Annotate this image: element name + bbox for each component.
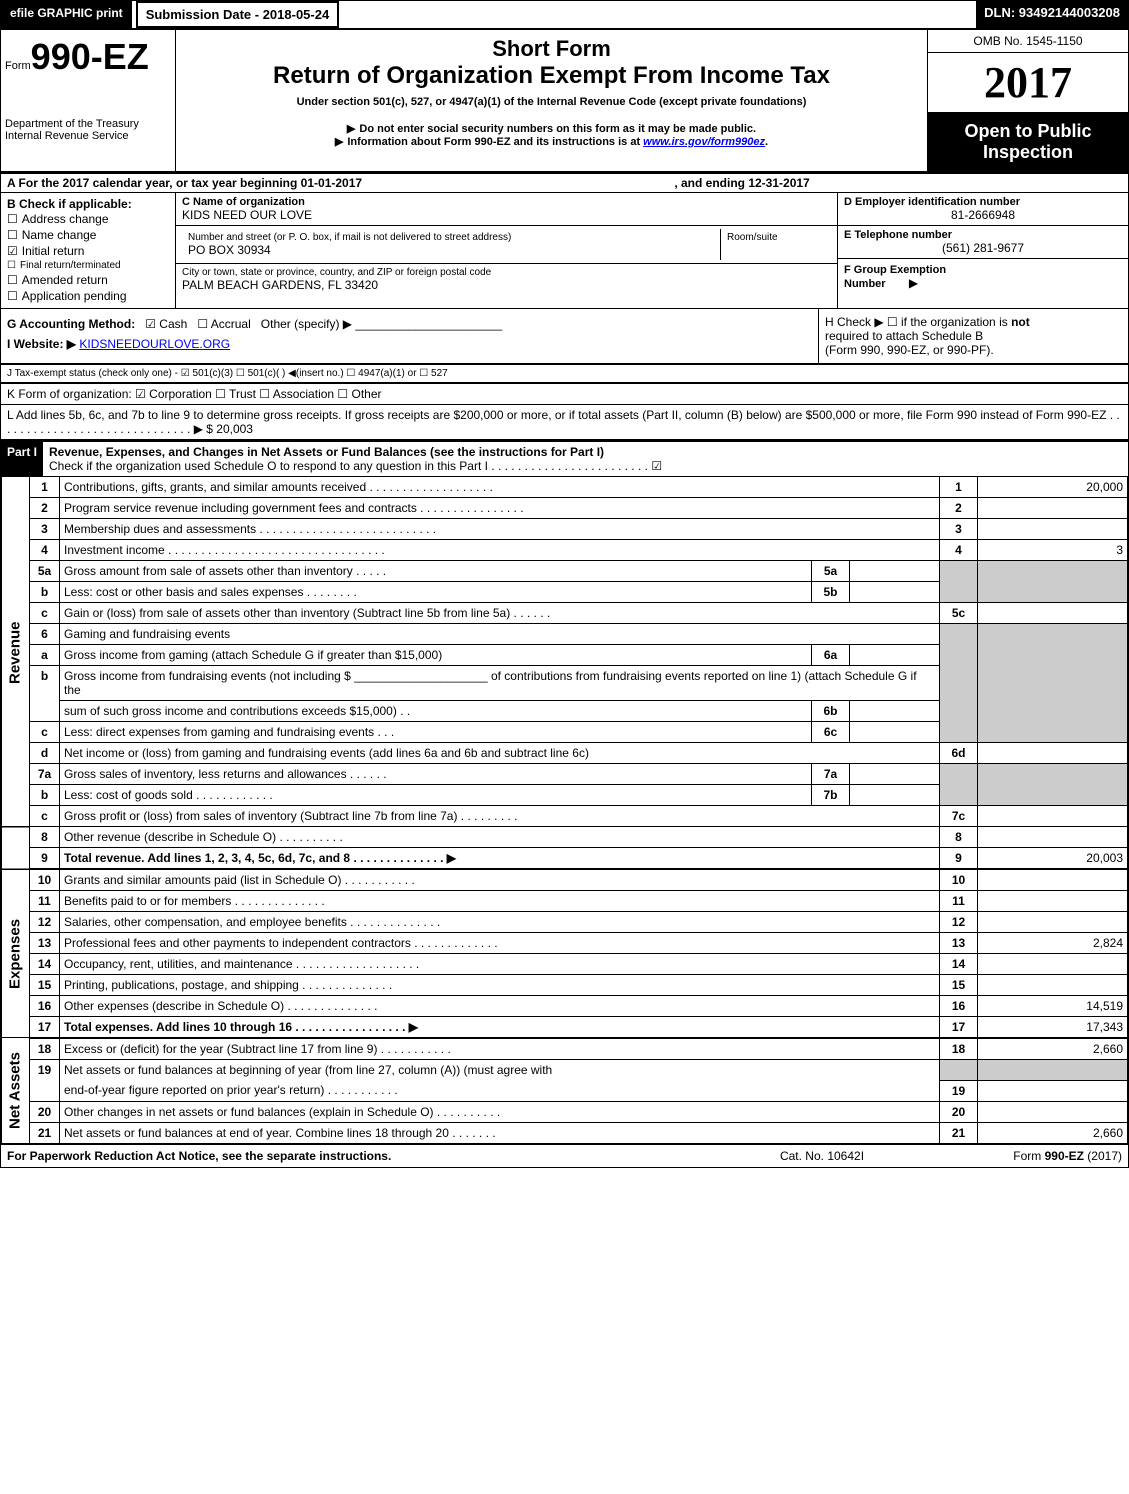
note-info-pre: Information about Form 990-EZ and its in…	[335, 136, 643, 148]
l-gross-receipts: L Add lines 5b, 6c, and 7b to line 9 to …	[1, 405, 1128, 440]
side-revenue: Revenue	[2, 477, 30, 827]
part1-header: Part I Revenue, Expenses, and Changes in…	[1, 440, 1128, 476]
e-phone-label: E Telephone number	[844, 229, 1122, 241]
footer-right: Form 990-EZ (2017)	[922, 1149, 1122, 1163]
omb-number: OMB No. 1545-1150	[928, 30, 1128, 53]
efile-print-button[interactable]: efile GRAPHIC print	[1, 1, 132, 28]
f-group-label: F Group Exemption	[844, 264, 946, 276]
section-b: B Check if applicable: Address change Na…	[1, 193, 1128, 309]
dept-line2: Internal Revenue Service	[5, 130, 171, 142]
website-link[interactable]: KIDSNEEDOURLOVE.ORG	[79, 337, 230, 351]
h-post2: (Form 990, 990-EZ, or 990-PF).	[825, 343, 994, 357]
header-left: Form990-EZ Department of the Treasury In…	[1, 30, 176, 171]
c-name-value: KIDS NEED OUR LOVE	[182, 208, 831, 222]
irs-link[interactable]: www.irs.gov/form990ez	[643, 136, 765, 148]
c-city-value: PALM BEACH GARDENS, FL 33420	[182, 278, 831, 292]
i-website: I Website: ▶ KIDSNEEDOURLOVE.ORG	[7, 337, 812, 351]
c-street-value: PO BOX 30934	[188, 243, 714, 257]
open-to-public: Open to Public Inspection	[928, 113, 1128, 171]
def-right: D Employer identification number 81-2666…	[838, 193, 1128, 308]
k-form-org: K Form of organization: ☑ Corporation ☐ …	[1, 383, 1128, 405]
d-ein-label: D Employer identification number	[844, 196, 1122, 208]
tax-year: 2017	[928, 53, 1128, 113]
form-container: efile GRAPHIC print Submission Date - 20…	[0, 0, 1129, 1168]
header-mid: Short Form Return of Organization Exempt…	[176, 30, 928, 171]
l1-text: Contributions, gifts, grants, and simila…	[60, 477, 940, 498]
chk-application-pending[interactable]: Application pending	[7, 288, 169, 304]
c-room-label: Room/suite	[727, 232, 825, 243]
title-short-form: Short Form	[186, 36, 917, 62]
f-arrow: ▶	[909, 276, 918, 290]
e-phone-value: (561) 281-9677	[844, 241, 1122, 255]
dept-line1: Department of the Treasury	[5, 118, 171, 130]
g-accounting: G Accounting Method: ☑ Cash ☐ Accrual Ot…	[1, 309, 818, 363]
open-line2: Inspection	[932, 142, 1124, 163]
f-group-row: F Group Exemption Number ▶	[838, 259, 1128, 293]
title-return: Return of Organization Exempt From Incom…	[186, 62, 917, 90]
submission-date: Submission Date - 2018-05-24	[136, 1, 340, 28]
row-a-ending: , and ending 12-31-2017	[362, 176, 1122, 190]
c-org-info: C Name of organization KIDS NEED OUR LOV…	[176, 193, 838, 308]
g-cash[interactable]: Cash	[159, 317, 187, 331]
h-check: H Check ▶ ☐ if the organization is not r…	[818, 309, 1128, 363]
chk-final-return[interactable]: Final return/terminated	[7, 259, 169, 272]
f-group-label2: Number	[844, 278, 886, 290]
chk-address-change[interactable]: Address change	[7, 211, 169, 227]
part1-label: Part I	[1, 442, 43, 476]
form-number-big: 990-EZ	[31, 36, 149, 77]
e-phone-row: E Telephone number (561) 281-9677	[838, 226, 1128, 259]
d-ein-row: D Employer identification number 81-2666…	[838, 193, 1128, 226]
part1-table: Revenue 1 Contributions, gifts, grants, …	[1, 476, 1128, 1144]
side-net-assets: Net Assets	[2, 1038, 30, 1143]
spacer	[339, 1, 976, 28]
chk-initial-return[interactable]: Initial return	[7, 243, 169, 259]
h-not: not	[1011, 315, 1030, 329]
h-post1: required to attach Schedule B	[825, 329, 983, 343]
form-prefix: Form	[5, 60, 31, 72]
b-heading: B Check if applicable:	[7, 197, 169, 211]
chk-amended-return[interactable]: Amended return	[7, 272, 169, 288]
chk-name-change[interactable]: Name change	[7, 227, 169, 243]
c-city-row: City or town, state or province, country…	[176, 264, 837, 295]
c-street-row: Number and street (or P. O. box, if mail…	[176, 226, 837, 264]
b-checkboxes: B Check if applicable: Address change Na…	[1, 193, 176, 308]
side-expenses: Expenses	[2, 869, 30, 1038]
g-other[interactable]: Other (specify) ▶	[261, 317, 352, 331]
row-a-text: A For the 2017 calendar year, or tax yea…	[7, 176, 362, 190]
footer-mid: Cat. No. 10642I	[722, 1149, 922, 1163]
h-pre: H Check ▶ ☐ if the organization is	[825, 315, 1011, 329]
gh-row: G Accounting Method: ☑ Cash ☐ Accrual Ot…	[1, 309, 1128, 364]
row-a-tax-year: A For the 2017 calendar year, or tax yea…	[1, 172, 1128, 193]
form-number: Form990-EZ	[5, 36, 171, 78]
note-info: Information about Form 990-EZ and its in…	[186, 135, 917, 148]
l1-num: 1	[30, 477, 60, 498]
part1-title: Revenue, Expenses, and Changes in Net As…	[43, 442, 1128, 476]
i-label: I Website: ▶	[7, 337, 76, 351]
c-street-label: Number and street (or P. O. box, if mail…	[188, 232, 714, 243]
footer-left: For Paperwork Reduction Act Notice, see …	[7, 1149, 722, 1163]
subtitle: Under section 501(c), 527, or 4947(a)(1)…	[186, 96, 917, 108]
open-line1: Open to Public	[932, 121, 1124, 142]
c-city-label: City or town, state or province, country…	[182, 267, 831, 278]
top-bar: efile GRAPHIC print Submission Date - 20…	[1, 1, 1128, 28]
header-row: Form990-EZ Department of the Treasury In…	[1, 28, 1128, 172]
l1-amt: 20,000	[978, 477, 1128, 498]
note-info-post: .	[765, 136, 768, 148]
c-name-row: C Name of organization KIDS NEED OUR LOV…	[176, 193, 837, 226]
part1-check: Check if the organization used Schedule …	[49, 459, 662, 473]
footer: For Paperwork Reduction Act Notice, see …	[1, 1144, 1128, 1167]
header-right: OMB No. 1545-1150 2017 Open to Public In…	[928, 30, 1128, 171]
note-ssn: Do not enter social security numbers on …	[186, 122, 917, 135]
l1-ln: 1	[940, 477, 978, 498]
dln-label: DLN: 93492144003208	[976, 1, 1128, 28]
j-tax-status: J Tax-exempt status (check only one) - ☑…	[1, 364, 1128, 383]
g-label: G Accounting Method:	[7, 317, 135, 331]
g-accrual[interactable]: Accrual	[211, 317, 251, 331]
d-ein-value: 81-2666948	[844, 208, 1122, 222]
c-name-label: C Name of organization	[182, 196, 831, 208]
